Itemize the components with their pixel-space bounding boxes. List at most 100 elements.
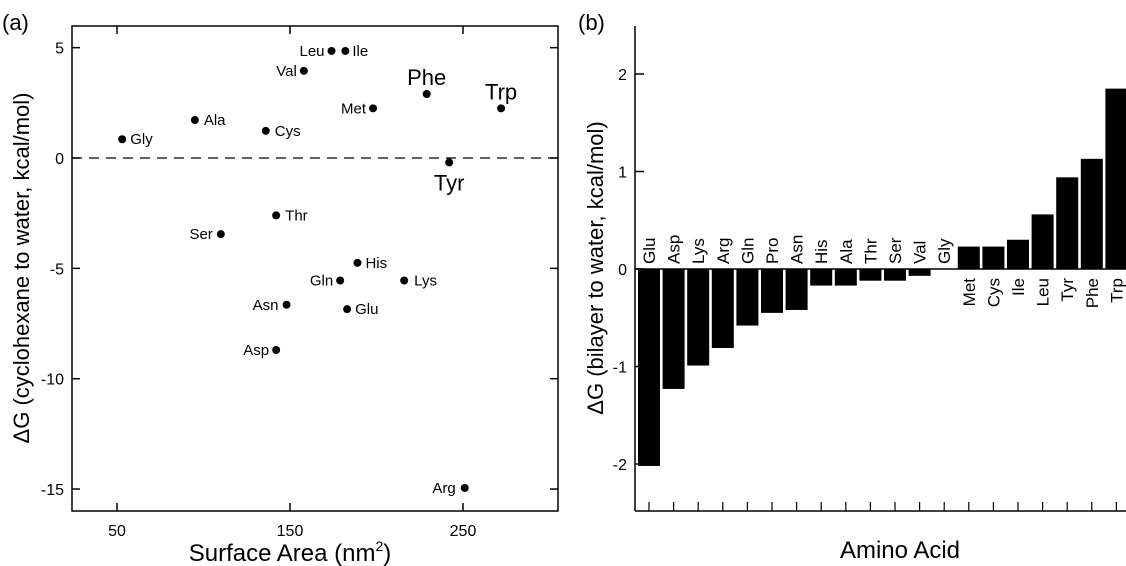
point-label-ala: Ala: [204, 112, 226, 129]
x-tick-label: 150: [277, 523, 304, 540]
category-label-tyr: Tyr: [1058, 278, 1077, 302]
data-point-met: [369, 104, 378, 113]
point-label-phe: Phe: [407, 65, 446, 90]
panel-b: (b) 2 1 0 -1 -2 Glu Asp Lys Arg Gln Pro Asn His Ala T…: [578, 10, 1126, 564]
y-tick-label: -2: [613, 457, 627, 474]
y-tick-label: -1: [613, 360, 627, 377]
data-point-asn: [282, 300, 291, 309]
bar-met: [957, 246, 980, 269]
data-point-asp: [272, 346, 281, 355]
bar-ile: [1007, 239, 1029, 269]
bar-arg: [711, 269, 734, 348]
category-label-glu: Glu: [640, 238, 659, 264]
point-label-tyr: Tyr: [434, 170, 465, 195]
data-point-glu: [343, 305, 352, 314]
y-tick-label: 2: [618, 67, 627, 84]
bar-ala: [834, 269, 857, 286]
data-point-ile: [341, 46, 350, 55]
point-label-trp: Trp: [485, 79, 517, 104]
data-point-arg: [460, 483, 469, 492]
data-point-leu: [327, 46, 336, 55]
category-label-ile: Ile: [1009, 278, 1028, 296]
bar-gln: [736, 269, 759, 326]
point-label-asp: Asp: [243, 342, 269, 359]
x-tick-label: 50: [108, 523, 126, 540]
panel-a-y-axis-title: ΔG (cyclohexane to water, kcal/mol): [9, 93, 34, 444]
y-tick-label: 0: [55, 151, 64, 168]
panel-a-x-ticks: 50 150 250: [108, 26, 476, 540]
point-label-ile: Ile: [352, 43, 368, 60]
category-label-gln: Gln: [738, 238, 757, 264]
y-tick-label: -15: [41, 482, 64, 499]
category-label-pro: Pro: [763, 238, 782, 264]
point-label-lys: Lys: [414, 272, 437, 289]
point-label-his: His: [365, 255, 387, 272]
category-label-met: Met: [960, 278, 979, 307]
point-label-ser: Ser: [189, 226, 212, 243]
point-label-met: Met: [341, 100, 367, 117]
data-point-gly: [118, 135, 127, 144]
point-label-val: Val: [276, 63, 297, 80]
bar-thr: [859, 269, 882, 281]
data-point-lys: [400, 276, 409, 285]
point-label-cys: Cys: [275, 123, 301, 140]
data-point-val: [299, 66, 308, 75]
bar-glu: [638, 269, 660, 466]
panel-b-y-axis-title: ΔG (bilayer to water, kcal/mol): [583, 121, 608, 414]
y-tick-label: 0: [618, 262, 627, 279]
panel-a-label: (a): [2, 10, 29, 35]
category-label-cys: Cys: [984, 278, 1003, 307]
point-label-gly: Gly: [130, 131, 153, 148]
point-label-thr: Thr: [285, 207, 308, 224]
data-point-ala: [190, 116, 199, 125]
bar-lys: [687, 269, 710, 366]
category-label-gly: Gly: [935, 238, 954, 264]
category-label-trp: Trp: [1107, 278, 1126, 303]
bar-leu: [1031, 214, 1054, 269]
panel-b-bars: [638, 88, 1126, 466]
point-label-gln: Gln: [310, 272, 333, 289]
category-label-arg: Arg: [714, 238, 733, 264]
category-label-lys: Lys: [689, 238, 708, 264]
data-point-thr: [272, 211, 281, 220]
panel-b-label: (b): [578, 10, 605, 35]
category-label-leu: Leu: [1034, 278, 1053, 306]
panel-a-x-axis-close: ): [383, 540, 391, 566]
panel-a-x-axis-title: Surface Area (nm2): [189, 538, 392, 566]
category-label-asn: Asn: [788, 235, 807, 264]
y-tick-label: 5: [55, 41, 64, 58]
point-label-leu: Leu: [299, 43, 324, 60]
panel-a-y-ticks: 5 0 -5 -10 -15: [41, 41, 558, 499]
panel-a: (a) 50 150 250 50-5-10-15 GlyAlaCysSerThrV…: [2, 10, 559, 566]
panel-a-x-axis-superscript: 2: [375, 538, 383, 554]
x-tick-label: 250: [450, 523, 477, 540]
data-point-trp: [497, 104, 506, 113]
bar-asp: [662, 269, 685, 389]
point-label-arg: Arg: [432, 480, 455, 497]
category-label-thr: Thr: [861, 238, 880, 264]
y-tick-label: -5: [50, 261, 64, 278]
panel-b-x-axis-title: Amino Acid: [840, 537, 960, 564]
category-label-val: Val: [911, 241, 930, 264]
y-tick-label: 1: [618, 165, 627, 182]
category-label-ser: Ser: [886, 237, 905, 264]
bar-pro: [761, 269, 783, 313]
category-label-ala: Ala: [837, 239, 856, 264]
data-point-cys: [261, 126, 270, 135]
point-label-glu: Glu: [355, 301, 378, 318]
bar-cys: [982, 246, 1005, 269]
y-tick-label: -10: [41, 372, 64, 389]
bar-asn: [785, 269, 808, 310]
bar-his: [810, 269, 833, 286]
category-label-phe: Phe: [1083, 278, 1102, 308]
bar-val: [908, 269, 931, 276]
panel-b-x-ticks: Glu Asp Lys Arg Gln Pro Asn His Ala Thr Ser Val Gly M…: [640, 235, 1126, 511]
point-label-asn: Asn: [253, 297, 279, 314]
bar-phe: [1080, 158, 1103, 269]
category-label-asp: Asp: [665, 235, 684, 264]
bar-trp: [1105, 88, 1126, 269]
data-point-tyr: [445, 158, 454, 167]
data-point-his: [353, 258, 362, 267]
